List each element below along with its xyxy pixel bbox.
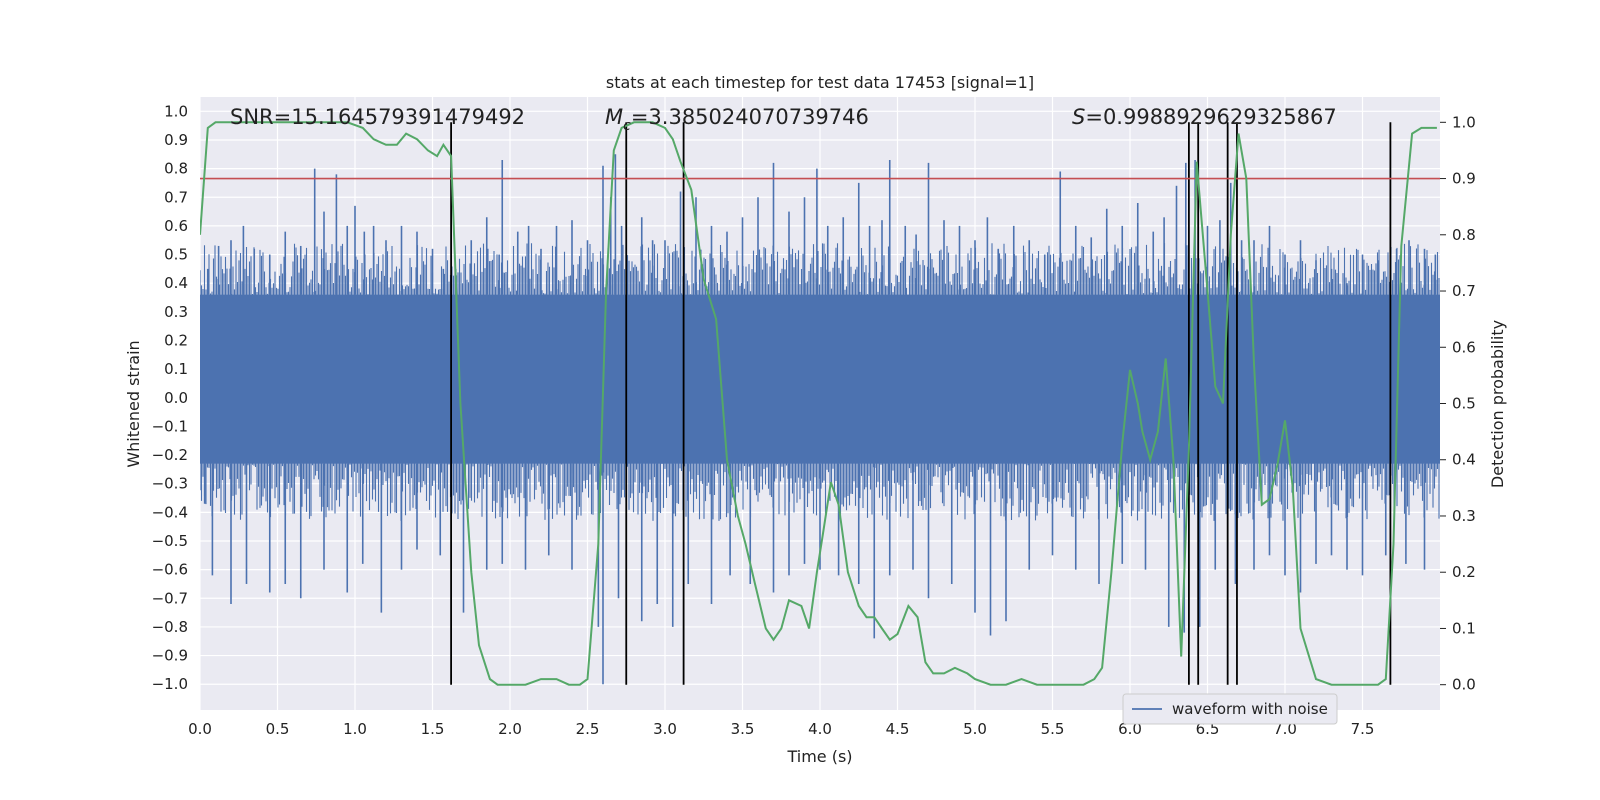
y-tick-label-left: −0.3 (152, 475, 188, 493)
y-tick-label-left: −0.2 (152, 446, 188, 464)
x-tick-label: 4.0 (808, 720, 832, 738)
legend-box (1122, 693, 1338, 725)
x-tick-label: 0.0 (188, 720, 212, 738)
y-tick-label-right: 0.8 (1452, 226, 1476, 244)
y-tick-label-left: 0.0 (164, 389, 188, 407)
mc-symbol: M (605, 105, 623, 129)
y-tick-label-left: 0.2 (164, 331, 188, 349)
y-tick-label-left: −0.7 (152, 589, 188, 607)
y-axis-label-left: Whitened strain (124, 340, 143, 467)
chirp-mass-annotation: Mc=3.385024070739746 (605, 105, 869, 134)
x-tick-label: 1.5 (421, 720, 445, 738)
y-tick-label-right: 0.0 (1452, 676, 1476, 694)
chart-title: stats at each timestep for test data 174… (606, 73, 1034, 92)
y-tick-label-left: −1.0 (152, 675, 188, 693)
x-tick-label: 2.5 (576, 720, 600, 738)
x-tick-label: 3.0 (653, 720, 677, 738)
x-tick-label: 0.5 (266, 720, 290, 738)
waveform-series (200, 154, 1440, 685)
x-axis-label: Time (s) (786, 747, 852, 766)
y-tick-label-left: −0.4 (152, 503, 188, 521)
y-tick-label-left: 0.6 (164, 217, 188, 235)
y-tick-label-right: 0.2 (1452, 563, 1476, 581)
x-tick-label: 1.0 (343, 720, 367, 738)
mc-subscript: c (623, 118, 631, 134)
y-tick-label-left: 0.4 (164, 274, 188, 292)
y-tick-label-left: −0.5 (152, 532, 188, 550)
axes: 0.0 0.5 1.0 1.5 2.0 2.5 3.0 3.5 4.0 4.5 5.0 5.5 6.0 6… (152, 102, 1476, 738)
y-tick-label-right: 0.4 (1452, 451, 1476, 469)
y-tick-label-left: 0.3 (164, 303, 188, 321)
y-tick-label-left: 0.5 (164, 246, 188, 264)
x-tick-label: 5.5 (1041, 720, 1065, 738)
y-tick-label-right: 0.7 (1452, 282, 1476, 300)
legend: waveform with noise (1122, 693, 1338, 725)
probability-series (200, 121, 1437, 686)
y-tick-label-left: 0.1 (164, 360, 188, 378)
y-tick-label-left: −0.1 (152, 417, 188, 435)
score-annotation: S=0.9988929629325867 (1072, 105, 1337, 129)
x-tick-label: 2.0 (498, 720, 522, 738)
y-tick-label-right: 0.5 (1452, 395, 1476, 413)
y-tick-label-left: 0.7 (164, 188, 188, 206)
y-tick-label-right: 0.3 (1452, 507, 1476, 525)
y-tick-label-right: 0.6 (1452, 338, 1476, 356)
y-tick-label-left: 0.9 (164, 131, 188, 149)
y-axis-label-right: Detection probability (1488, 320, 1507, 488)
y-tick-label-right: 0.9 (1452, 170, 1476, 188)
y-tick-label-left: −0.8 (152, 618, 188, 636)
y-tick-label-left: 1.0 (164, 102, 188, 120)
legend-label: waveform with noise (1172, 700, 1328, 718)
y-tick-label-left: −0.9 (152, 647, 188, 665)
x-tick-label: 4.5 (886, 720, 910, 738)
y-tick-label-right: 1.0 (1452, 113, 1476, 131)
mc-value: =3.385024070739746 (631, 105, 869, 129)
y-tick-label-left: −0.6 (152, 561, 188, 579)
x-tick-label: 7.5 (1351, 720, 1375, 738)
x-tick-label: 5.0 (963, 720, 987, 738)
y-tick-label-right: 0.1 (1452, 619, 1476, 637)
snr-annotation: SNR=15.164579391479492 (230, 105, 525, 129)
y-tick-label-left: 0.8 (164, 160, 188, 178)
s-value: =0.9988929629325867 (1085, 105, 1336, 129)
x-tick-label: 3.5 (731, 720, 755, 738)
probability-line (200, 121, 1437, 686)
s-symbol: S (1072, 105, 1085, 129)
